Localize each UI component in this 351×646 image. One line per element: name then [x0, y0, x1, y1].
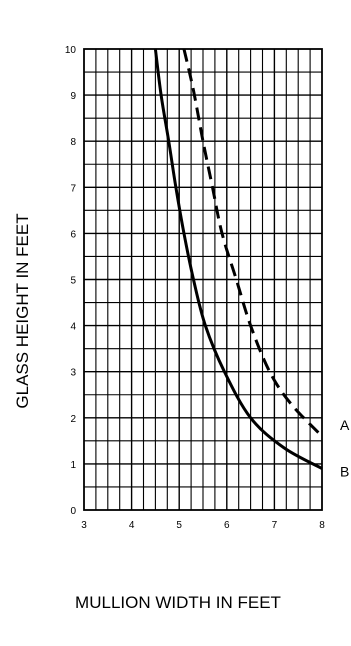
- x-axis-ticks: 3 4 5 6 7 8: [81, 520, 325, 531]
- y-tick-label: 7: [70, 183, 76, 194]
- y-tick-label: 8: [70, 137, 76, 148]
- y-axis-ticks: 0 1 2 3 4 5 6 7 8 9 10: [65, 45, 77, 517]
- x-axis-title: MULLION WIDTH IN FEET: [75, 593, 281, 612]
- x-tick-label: 3: [81, 520, 87, 531]
- series-b-line: [153, 48, 323, 470]
- x-tick-label: 4: [129, 520, 135, 531]
- x-tick-label: 5: [176, 520, 182, 531]
- y-tick-label: 1: [70, 460, 76, 471]
- y-tick-label: 10: [65, 45, 77, 56]
- series-a-line: [182, 48, 324, 438]
- y-tick-label: 9: [70, 91, 76, 102]
- y-tick-label: 2: [70, 414, 76, 425]
- x-tick-label: 7: [272, 520, 278, 531]
- y-tick-label: 6: [70, 229, 76, 240]
- series-labels: AB: [340, 417, 350, 479]
- y-tick-label: 5: [70, 276, 76, 287]
- y-axis-title: GLASS HEIGHT IN FEET: [13, 213, 32, 408]
- y-tick-label: 3: [70, 368, 76, 379]
- y-tick-label: 4: [70, 322, 76, 333]
- x-tick-label: 8: [319, 520, 325, 531]
- series-label-b: B: [340, 464, 349, 480]
- plot-frame: [83, 48, 323, 511]
- y-tick-label: 0: [70, 506, 76, 517]
- series-label-a: A: [340, 417, 350, 433]
- x-tick-label: 6: [224, 520, 230, 531]
- grid: [84, 49, 322, 510]
- curves: [153, 48, 324, 470]
